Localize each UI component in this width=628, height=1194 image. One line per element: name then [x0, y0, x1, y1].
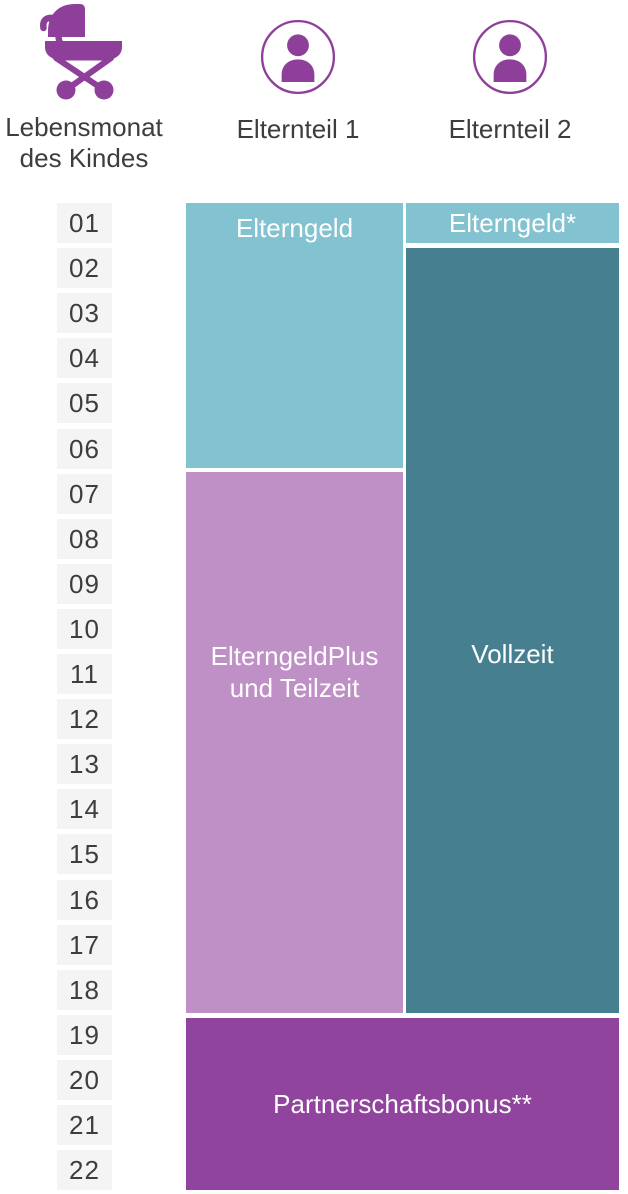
month-cell-07: 07 [57, 474, 112, 514]
month-cell-18: 18 [57, 970, 112, 1010]
months-header-line1: Lebensmonat [5, 112, 163, 142]
block-label: Elterngeld* [448, 208, 577, 238]
month-cell-16: 16 [57, 880, 112, 920]
month-cell-09: 09 [57, 564, 112, 604]
month-cell-10: 10 [57, 609, 112, 649]
block-label-line2: und Teilzeit [229, 673, 360, 703]
block-label-line1: ElterngeldPlus [210, 641, 379, 671]
block-label: Vollzeit [471, 639, 554, 669]
month-cell-13: 13 [57, 744, 112, 784]
month-cell-06: 06 [57, 429, 112, 469]
block-label: ElterngeldPlus und Teilzeit [186, 640, 403, 704]
person-icon-parent2 [472, 19, 548, 95]
month-cell-11: 11 [57, 654, 112, 694]
month-cell-17: 17 [57, 925, 112, 965]
block-elterngeld-parent1: Elterngeld [186, 203, 403, 468]
month-cell-15: 15 [57, 834, 112, 874]
months-header-line2: des Kindes [19, 143, 149, 173]
block-partnerschaftsbonus: Partnerschaftsbonus** [186, 1018, 619, 1190]
month-cell-05: 05 [57, 383, 112, 423]
block-label: Partnerschaftsbonus** [273, 1089, 532, 1119]
person-icon-parent1 [260, 19, 336, 95]
month-cell-12: 12 [57, 699, 112, 739]
month-cell-19: 19 [57, 1015, 112, 1055]
block-elterngeld-parent2: Elterngeld* [406, 203, 619, 243]
month-cell-02: 02 [57, 248, 112, 288]
block-elterngeldplus-parent1: ElterngeldPlus und Teilzeit [186, 472, 403, 1013]
month-cell-20: 20 [57, 1060, 112, 1100]
block-vollzeit-parent2: Vollzeit [406, 248, 619, 1013]
month-cell-04: 04 [57, 338, 112, 378]
month-cell-21: 21 [57, 1105, 112, 1145]
months-column-header: Lebensmonat des Kindes [0, 112, 168, 174]
month-cell-01: 01 [57, 203, 112, 243]
month-cell-08: 08 [57, 519, 112, 559]
baby-carriage-icon [40, 4, 122, 100]
month-cell-14: 14 [57, 789, 112, 829]
month-cell-03: 03 [57, 293, 112, 333]
parent2-column-header: Elternteil 2 [448, 114, 572, 144]
month-cell-22: 22 [57, 1150, 112, 1190]
parent1-column-header: Elternteil 1 [236, 114, 360, 144]
block-label: Elterngeld [235, 213, 354, 243]
